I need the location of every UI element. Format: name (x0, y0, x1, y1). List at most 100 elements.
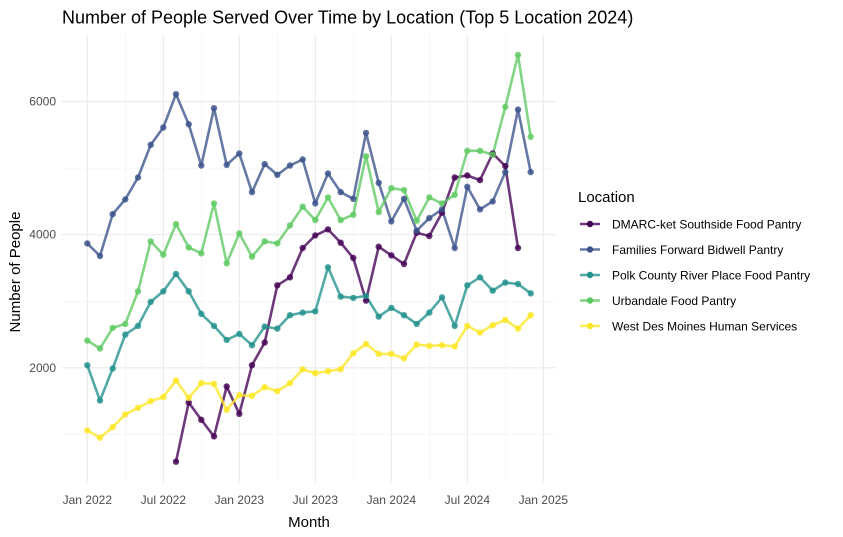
data-point (527, 312, 534, 319)
data-point (527, 290, 534, 297)
data-point (426, 342, 433, 350)
data-point (274, 387, 281, 395)
data-point (451, 174, 458, 181)
data-point (375, 243, 382, 250)
data-point (476, 147, 484, 154)
data-point (286, 162, 294, 169)
data-point (400, 186, 408, 194)
data-point (476, 176, 484, 184)
x-tick-labels: Jan 2022 Jul 2022 Jan 2023 Jul 2023 Jan 2024… (63, 493, 569, 507)
data-point (84, 362, 91, 369)
data-point (426, 194, 433, 201)
data-point (362, 297, 370, 304)
data-point (502, 168, 509, 176)
data-point (438, 200, 446, 207)
data-point (84, 427, 91, 434)
data-point (324, 170, 332, 177)
data-point (223, 260, 230, 267)
legend-label: Polk County River Place Food Pantry (612, 269, 810, 283)
data-point (274, 325, 281, 332)
data-point (84, 240, 91, 247)
data-point (299, 366, 306, 373)
data-point (413, 341, 420, 348)
data-point (299, 309, 306, 316)
legend-item: West Des Moines Human Services (580, 320, 797, 334)
y-tick-label: 2000 (29, 361, 56, 375)
data-point (185, 394, 192, 401)
data-point (122, 411, 129, 418)
data-point (274, 240, 281, 247)
data-point (236, 150, 243, 157)
data-point (109, 324, 116, 332)
data-point (451, 191, 458, 198)
data-point (464, 282, 471, 289)
data-point (274, 171, 281, 178)
data-point (476, 274, 484, 281)
x-axis-title: Month (288, 514, 330, 531)
data-point (185, 121, 192, 128)
data-point (502, 103, 509, 111)
data-point (413, 217, 420, 224)
data-point (337, 188, 344, 196)
legend-key-point (586, 322, 594, 330)
data-point (337, 293, 344, 300)
data-point (362, 292, 370, 300)
data-point (122, 331, 129, 338)
data-point (464, 147, 471, 154)
data-point (527, 133, 534, 140)
legend-item: Urbandale Food Pantry (580, 294, 736, 308)
data-point (248, 362, 256, 369)
legend: Location DMARC-ket Southside Food Pantry… (578, 189, 810, 334)
legend-title: Location (578, 189, 635, 206)
data-point (400, 260, 408, 268)
data-point (248, 253, 256, 260)
data-point (489, 322, 496, 329)
data-point (147, 141, 154, 148)
data-point (198, 416, 205, 423)
data-point (299, 156, 306, 163)
data-point (96, 397, 104, 404)
data-point (122, 320, 129, 328)
x-tick-label: Jan 2023 (215, 493, 265, 507)
data-point (476, 206, 484, 213)
data-point (223, 406, 230, 413)
data-point (185, 399, 192, 406)
data-point (134, 322, 142, 330)
data-point (400, 312, 408, 319)
data-point (362, 153, 370, 160)
data-point (451, 322, 458, 330)
data-point (109, 423, 116, 431)
data-point (489, 198, 496, 205)
data-point (312, 232, 319, 239)
data-point (527, 168, 534, 176)
x-tick-label: Jan 2022 (63, 493, 113, 507)
data-point (198, 250, 205, 257)
data-point (160, 124, 167, 131)
data-point (514, 51, 522, 59)
data-point (286, 379, 294, 387)
data-point (514, 106, 522, 113)
data-point (134, 288, 142, 295)
data-point (502, 162, 509, 170)
data-point (261, 323, 268, 330)
data-point (413, 227, 420, 234)
data-point (426, 214, 433, 222)
x-tick-label: Jan 2025 (519, 493, 569, 507)
data-point (375, 208, 382, 216)
data-point (198, 162, 205, 169)
data-point (375, 350, 382, 358)
data-point (274, 282, 281, 289)
data-point (109, 210, 116, 218)
chart-title: Number of People Served Over Time by Loc… (62, 8, 633, 28)
data-point (375, 179, 382, 186)
data-point (210, 200, 218, 207)
data-point (337, 216, 344, 224)
data-point (337, 239, 344, 246)
data-point (109, 365, 116, 372)
y-tick-label: 6000 (29, 95, 56, 109)
data-point (223, 336, 230, 344)
data-point (286, 222, 294, 229)
data-point (464, 183, 471, 190)
